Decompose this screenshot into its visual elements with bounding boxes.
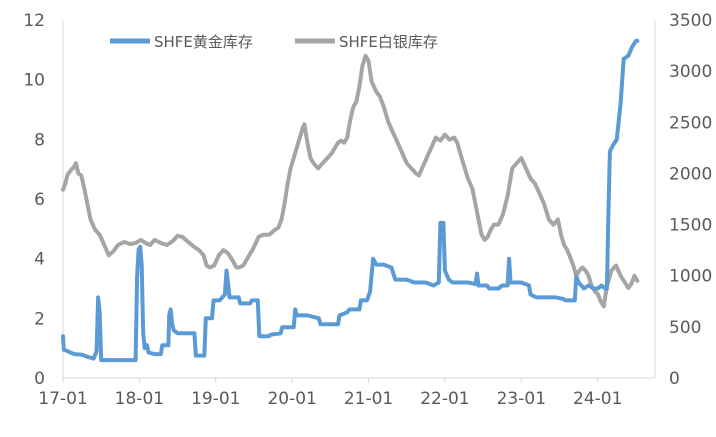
- left-y-tick-label: 2: [34, 309, 45, 329]
- x-tick-label: 21-01: [344, 389, 393, 409]
- legend: SHFE黄金库存 SHFE白银库存: [110, 33, 438, 51]
- right-y-axis: 0 500 1000 1500 2000 2500 3000 3500: [669, 11, 712, 389]
- series-layer: [61, 38, 640, 363]
- x-tick-label: 19-01: [191, 389, 240, 409]
- left-y-axis: 0 2 4 6 8 10 12: [23, 11, 45, 389]
- left-y-tick-label: 10: [23, 71, 45, 91]
- right-y-tick-label: 1500: [669, 216, 712, 236]
- plot-area: [62, 20, 656, 379]
- x-tick-label: 17-01: [38, 389, 87, 409]
- x-tick-label: 22-01: [420, 389, 469, 409]
- x-tick-label: 20-01: [267, 389, 316, 409]
- x-tick-label: 24-01: [573, 389, 622, 409]
- x-tick-label: 18-01: [115, 389, 164, 409]
- right-y-tick-label: 3000: [669, 62, 712, 82]
- right-y-tick-label: 2000: [669, 164, 712, 184]
- right-y-tick-label: 500: [669, 318, 701, 338]
- left-y-tick-label: 4: [34, 250, 45, 270]
- series-line-gold: [61, 38, 640, 363]
- legend-label-gold: SHFE黄金库存: [154, 33, 253, 51]
- left-y-tick-label: 12: [23, 11, 45, 31]
- left-y-tick-label: 6: [34, 190, 45, 210]
- legend-label-silver: SHFE白银库存: [339, 33, 438, 51]
- right-y-tick-label: 2500: [669, 113, 712, 133]
- right-y-tick-label: 0: [669, 369, 680, 389]
- x-tick-label: 23-01: [497, 389, 546, 409]
- right-y-tick-label: 1000: [669, 267, 712, 287]
- left-y-tick-label: 0: [34, 369, 45, 389]
- left-y-tick-label: 8: [34, 130, 45, 150]
- series-line-silver: [61, 53, 640, 309]
- x-axis: 17-01 18-01 19-01 20-01 21-01 22-01 23-01 24-01: [38, 378, 622, 409]
- right-y-tick-label: 3500: [669, 11, 712, 31]
